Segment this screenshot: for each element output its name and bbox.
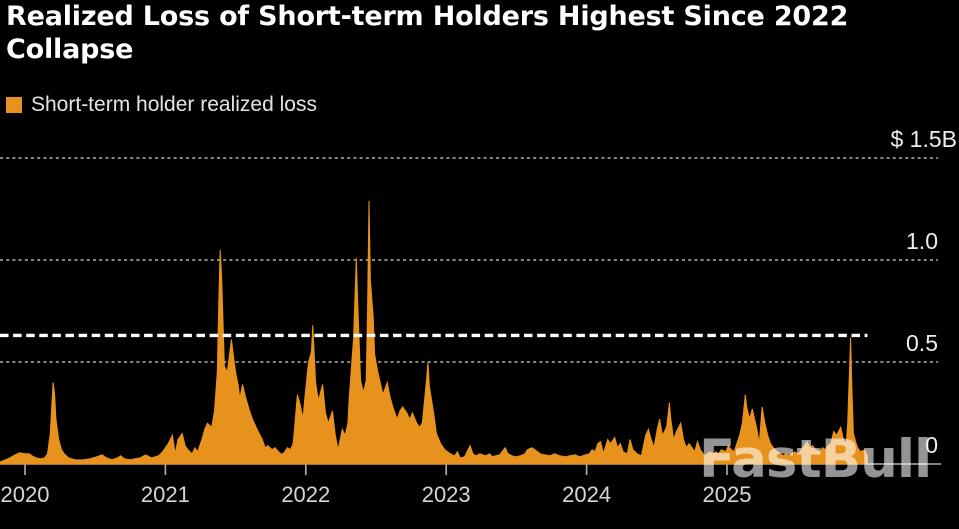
x-axis-label-2021: 2021	[140, 482, 190, 507]
x-axis-label-2020: 2020	[0, 482, 50, 507]
y-axis-label-1-0: 1.0	[906, 228, 938, 254]
x-axis-label-2025: 2025	[702, 482, 752, 507]
y-axis-label-0: 0	[925, 432, 938, 458]
y-axis-label-0-5: 0.5	[906, 330, 938, 356]
y-axis-label-1-5b: $ 1.5B	[890, 126, 958, 152]
legend-label: Short-term holder realized loss	[31, 93, 317, 116]
x-axis-label-2022: 2022	[281, 482, 331, 507]
legend: Short-term holder realized loss	[6, 93, 317, 117]
chart-title: Realized Loss of Short-term Holders High…	[6, 1, 849, 65]
realized-loss-area-series	[0, 200, 868, 465]
legend-swatch-icon	[6, 97, 22, 113]
watermark: FastBull	[699, 429, 932, 490]
x-axis-label-2023: 2023	[421, 482, 471, 507]
x-axis-label-2024: 2024	[562, 482, 612, 507]
